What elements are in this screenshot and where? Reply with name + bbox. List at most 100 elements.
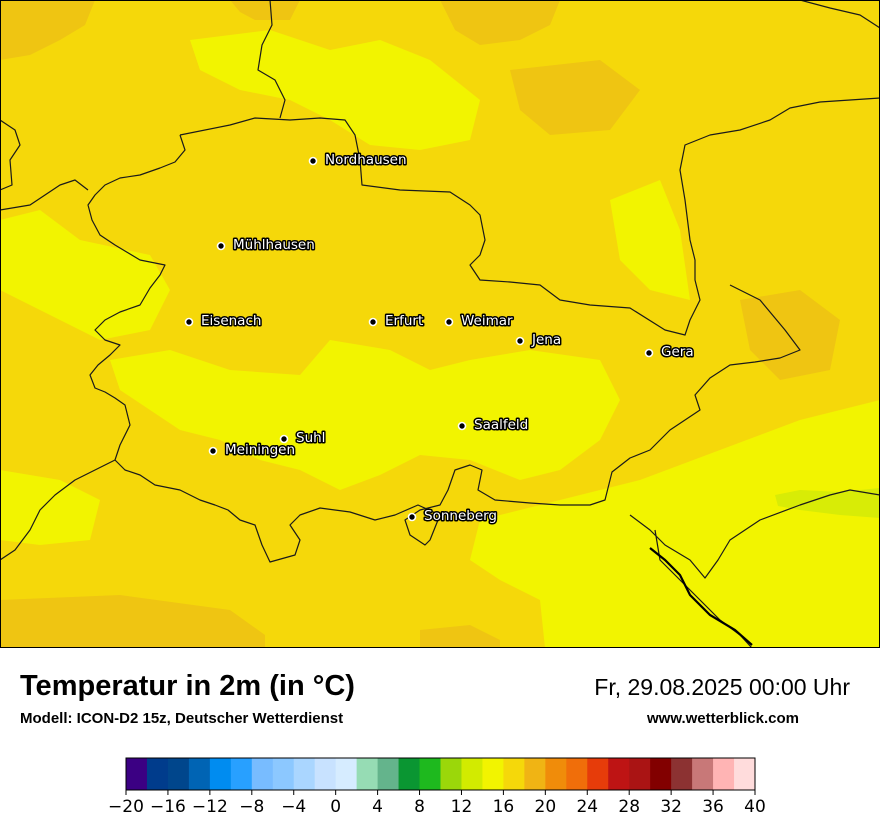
forecast-datetime: Fr, 29.08.2025 00:00 Uhr [594,674,850,700]
city-saalfeld: Saalfeld [457,416,530,435]
northeast-border [799,0,880,29]
city-weimar: Weimar [444,312,515,331]
country-border [649,547,753,646]
legend-swatch [230,758,253,790]
legend-swatch [251,758,274,790]
legend-tick-label: 0 [330,797,341,817]
temperature-color-legend: −20 −16 −12 −8 −4 0 4 8 12 16 20 24 28 32 36 40 [108,757,766,817]
city-dot [644,348,654,358]
city-label: Gera [661,344,694,360]
cooler-temperature-areas [0,30,880,648]
city-gera: Gera [644,343,695,362]
city-dot [457,421,467,431]
city-dot [368,317,378,327]
city-muehlhausen: Mühlhausen [216,236,316,255]
legend-swatch [461,758,483,790]
legend-swatch [608,758,630,790]
southeast-border [629,489,880,579]
legend-swatch [650,758,672,790]
legend-swatch [629,758,651,790]
warm-area-top-center [230,0,300,20]
state-borders [0,0,880,648]
legend-swatch [692,758,714,790]
city-label: Eisenach [201,313,261,329]
thuringia-border [179,97,880,336]
city-dot [515,336,525,346]
legend-tick-label: 32 [660,797,682,817]
city-dot [407,512,417,522]
legend-swatch [314,758,337,790]
cool-area-central [110,340,620,490]
warm-area-top-right [440,0,560,45]
northern-border [257,0,286,119]
warm-area-northwest [0,0,95,60]
southwest-border [0,459,116,561]
legend-swatch [713,758,735,790]
legend-swatch [671,758,693,790]
legend-tick-label: 20 [535,797,557,817]
temperature-map: Nordhausen Mühlhausen Eisenach Erfurt We… [0,0,880,648]
city-dot [308,156,318,166]
legend-swatch [293,758,316,790]
city-label: Mühlhausen [233,237,315,253]
warmer-temperature-areas [0,0,840,648]
city-label: Saalfeld [474,417,528,433]
legend-swatch [188,758,211,790]
warm-area-right-edge [740,290,840,380]
city-eisenach: Eisenach [184,312,263,331]
city-label: Sonneberg [424,508,497,524]
city-erfurt: Erfurt [368,312,425,331]
legend-ticks: −20 −16 −12 −8 −4 0 4 8 12 16 20 24 28 32 36 40 [108,790,766,817]
legend-tick-label: 16 [493,797,515,817]
legend-tick-label: 8 [414,797,425,817]
city-label: Suhl [296,430,325,446]
legend-swatches [126,758,756,790]
legend-tick-label: −12 [192,797,228,817]
city-label: Jena [531,332,561,348]
city-dot [208,446,218,456]
legend-swatch [126,758,148,790]
city-label: Nordhausen [325,152,407,168]
legend-swatch [272,758,295,790]
cool-area-southwest [0,470,100,545]
website-link[interactable]: www.wetterblick.com [647,710,799,727]
legend-swatch [167,758,190,790]
thuringia-border-east [87,134,801,563]
warm-area-upper-right [510,60,640,135]
city-dot [216,241,226,251]
western-border [0,119,21,191]
city-meiningen: Meiningen [208,441,297,460]
cool-area-east [610,180,690,300]
legend-tick-label: 12 [451,797,473,817]
warm-area-bottom-left [0,595,265,648]
city-suhl: Suhl [279,429,327,448]
city-label: Erfurt [385,313,423,329]
legend-swatch [524,758,546,790]
cool-area-north-center [190,30,480,150]
legend-swatch [503,758,525,790]
legend-swatch [545,758,567,790]
legend-swatch [377,758,400,790]
city-nordhausen: Nordhausen [308,151,408,170]
legend-tick-label: −20 [108,797,144,817]
legend-swatch [356,758,379,790]
model-source: Modell: ICON-D2 15z, Deutscher Wetterdie… [20,710,344,727]
legend-tick-label: 36 [702,797,724,817]
legend-tick-label: 24 [576,797,598,817]
cool-area-west [0,210,170,340]
legend-swatch [566,758,588,790]
legend-swatch [209,758,232,790]
city-markers: Nordhausen Mühlhausen Eisenach Erfurt We… [184,151,695,526]
city-label: Meiningen [225,442,295,458]
legend-swatch [335,758,358,790]
city-dot [184,317,194,327]
legend-swatch [398,758,421,790]
city-label: Weimar [461,313,513,329]
map-title: Temperatur in 2m (in °C) [20,670,355,702]
legend-tick-label: 4 [372,797,383,817]
legend-swatch [146,758,169,790]
legend-tick-label: −16 [150,797,186,817]
city-jena: Jena [515,331,563,350]
legend-swatch [734,758,756,790]
legend-swatch [587,758,609,790]
